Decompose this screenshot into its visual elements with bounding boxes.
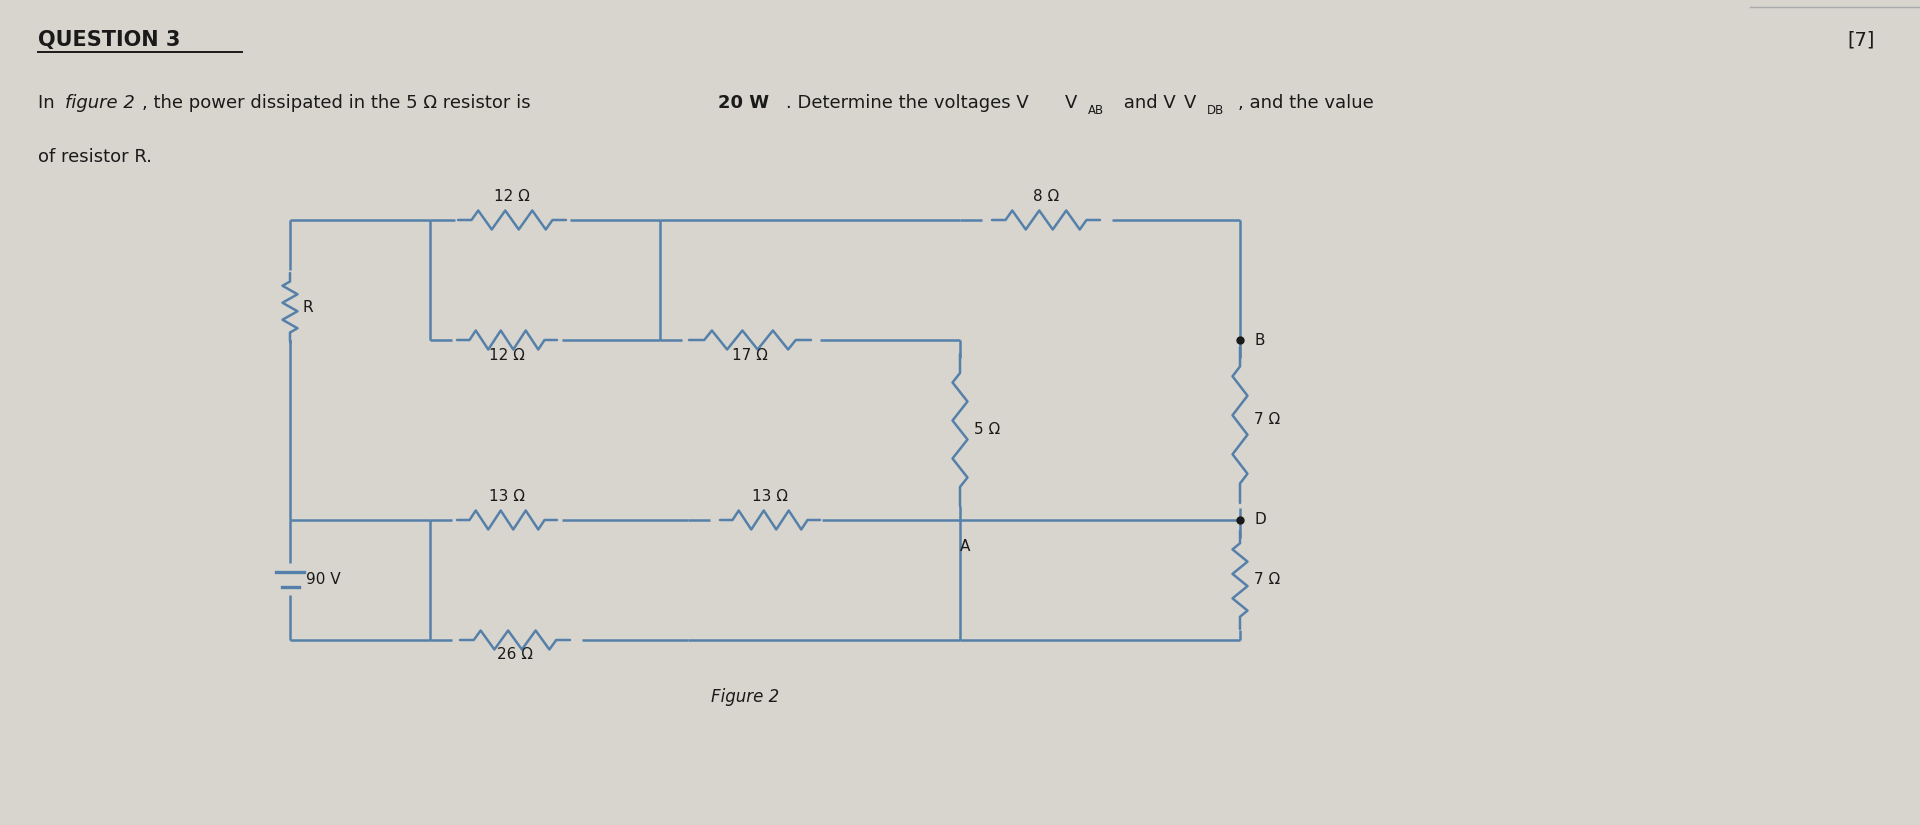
Text: of resistor R.: of resistor R. [38,148,152,166]
Text: , the power dissipated in the 5 Ω resistor is: , the power dissipated in the 5 Ω resist… [142,94,536,112]
Text: QUESTION 3: QUESTION 3 [38,30,180,50]
Text: , and the value: , and the value [1238,94,1373,112]
Text: figure 2: figure 2 [65,94,134,112]
Text: . Determine the voltages V: . Determine the voltages V [785,94,1029,112]
Text: 13 Ω: 13 Ω [490,489,524,504]
Text: 26 Ω: 26 Ω [497,647,534,662]
Text: 8 Ω: 8 Ω [1033,189,1060,204]
Text: 17 Ω: 17 Ω [732,348,768,363]
Text: B: B [1254,332,1265,347]
Text: 7 Ω: 7 Ω [1254,573,1281,587]
Text: 12 Ω: 12 Ω [493,189,530,204]
Text: 13 Ω: 13 Ω [753,489,787,504]
Text: 20 W: 20 W [718,94,770,112]
Text: In: In [38,94,60,112]
Text: DB: DB [1208,105,1225,117]
Text: A: A [960,539,970,554]
Text: V: V [1185,94,1196,112]
Text: D: D [1254,512,1265,527]
Text: R: R [303,299,313,314]
Text: 12 Ω: 12 Ω [490,348,524,363]
Text: and V: and V [1117,94,1175,112]
Text: AB: AB [1089,105,1104,117]
Text: 5 Ω: 5 Ω [973,422,1000,437]
Text: [7]: [7] [1847,31,1876,50]
Text: Figure 2: Figure 2 [710,688,780,706]
Text: V: V [1066,94,1077,112]
Text: 7 Ω: 7 Ω [1254,412,1281,427]
Text: 90 V: 90 V [305,572,340,587]
